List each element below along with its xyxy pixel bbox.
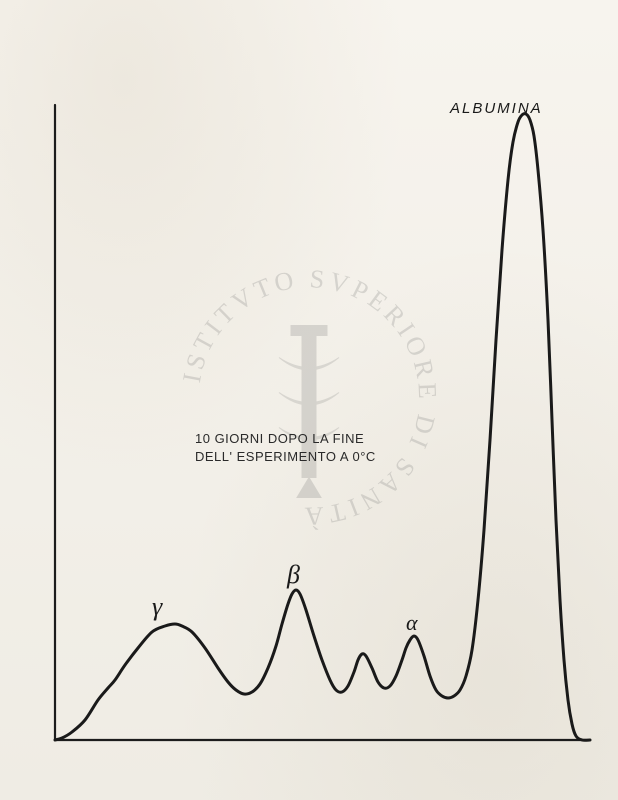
peak-label-gamma: γ bbox=[152, 592, 162, 622]
peak-label-albumina: ALBUMINA bbox=[450, 100, 543, 117]
caption-line-1: 10 GIORNI DOPO LA FINE bbox=[195, 431, 364, 446]
peak-label-beta: β bbox=[287, 560, 300, 590]
peak-label-alpha: α bbox=[406, 610, 418, 636]
chart-area bbox=[0, 0, 618, 800]
caption-line-2: DELL' ESPERIMENTO A 0°C bbox=[195, 449, 376, 464]
electrophoresis-curve bbox=[0, 0, 618, 800]
experiment-caption: 10 GIORNI DOPO LA FINE DELL' ESPERIMENTO… bbox=[195, 430, 376, 465]
